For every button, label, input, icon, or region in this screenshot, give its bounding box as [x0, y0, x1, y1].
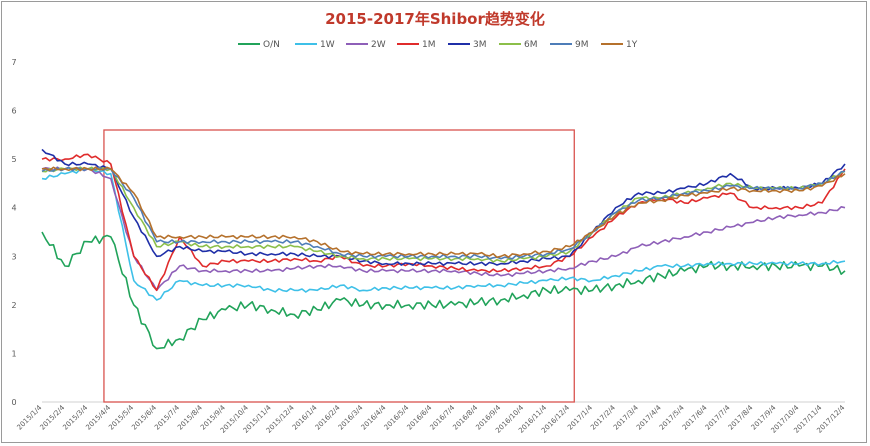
- legend-label: 3M: [473, 40, 487, 50]
- series-line-on: [41, 231, 846, 350]
- chart-title: 2015-2017年Shibor趋势变化: [325, 10, 545, 28]
- y-tick-label: 2: [11, 301, 16, 310]
- y-axis: 0 1 2 3 4 5 6 7: [11, 58, 16, 407]
- legend-label: 9M: [575, 40, 589, 50]
- series-line-1w: [41, 167, 846, 301]
- series-group: [41, 148, 846, 350]
- legend-label: 1M: [422, 40, 436, 50]
- legend-label: 6M: [524, 40, 538, 50]
- highlight-box-group: [103, 129, 575, 403]
- y-tick-label: 5: [11, 155, 16, 164]
- legend-label: 2W: [371, 40, 386, 50]
- legend: O/N 1W 2W 1M 3M 6M 9M 1Y: [238, 40, 638, 50]
- series-line-3m: [41, 148, 846, 267]
- series-line-6m: [41, 166, 846, 263]
- highlight-box: [103, 129, 575, 403]
- legend-label: O/N: [263, 40, 280, 50]
- legend-label: 1W: [320, 40, 335, 50]
- legend-label: 1Y: [626, 40, 638, 50]
- y-tick-label: 0: [11, 398, 16, 407]
- y-tick-label: 1: [11, 349, 16, 358]
- y-tick-label: 3: [11, 252, 16, 261]
- series-line-2w: [41, 166, 846, 292]
- y-tick-label: 6: [11, 107, 16, 116]
- series-line-1y: [41, 166, 846, 259]
- y-tick-label: 7: [11, 58, 16, 67]
- y-tick-label: 4: [11, 204, 16, 213]
- x-axis: 2015/1/42015/2/42015/3/42015/4/42015/5/4…: [16, 401, 847, 435]
